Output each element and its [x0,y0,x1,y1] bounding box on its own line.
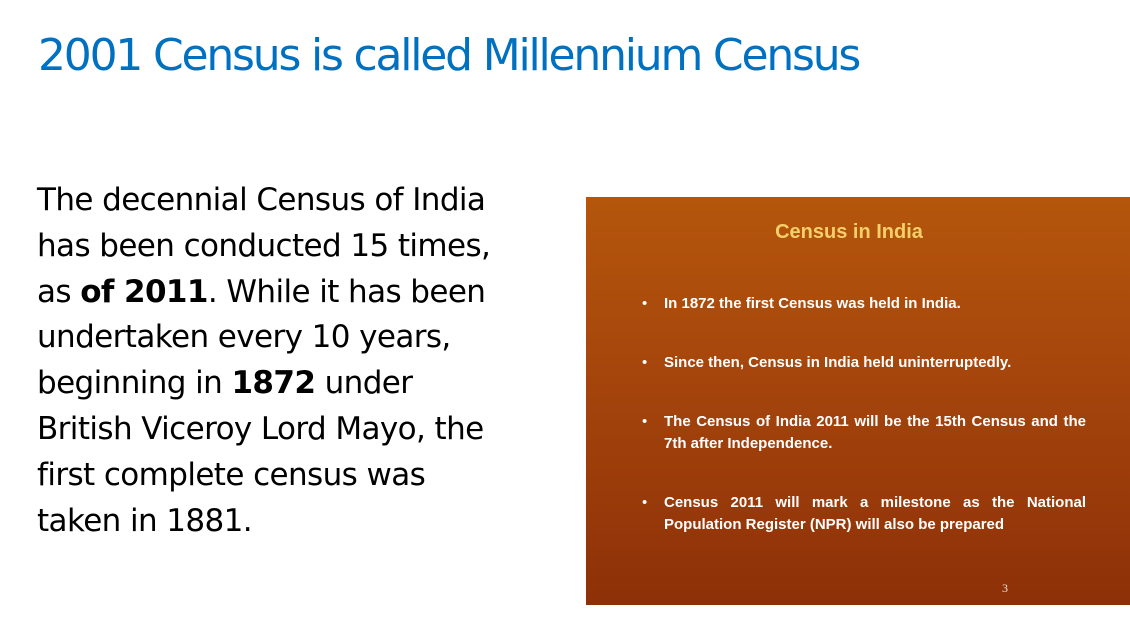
body-text-segment: as [37,273,81,310]
panel-page-number: 3 [1002,581,1008,595]
body-line: has been conducted 15 times, [37,227,491,264]
panel-bullet-item: Census 2011 will mark a milestone as the… [642,492,1086,536]
body-text-segment: beginning in [37,365,232,402]
slide-title: 2001 Census is called Millennium Census [38,30,861,81]
body-text-segment: . While it has been [207,273,486,310]
body-line: taken in 1881. [37,502,253,539]
panel-bullet-item: The Census of India 2011 will be the 15t… [642,411,1086,455]
body-bold-year: of 2011 [80,273,208,310]
panel-bullet-list: In 1872 the first Census was held in Ind… [642,293,1086,536]
body-line: beginning in 1872 under [37,361,577,407]
body-line: undertaken every 10 years, [37,319,451,356]
body-line: British Viceroy Lord Mayo, the [37,410,484,447]
census-in-india-slide-image: Census in India In 1872 the first Census… [586,197,1130,605]
panel-title: Census in India [775,221,923,243]
body-line: The decennial Census of India [37,182,486,218]
panel-bullet-item: In 1872 the first Census was held in Ind… [642,293,1086,315]
body-paragraph: The decennial Census of India has been c… [37,178,577,544]
body-text-segment: under [315,365,413,402]
body-line: as of 2011. While it has been [37,270,577,316]
body-bold-year: 1872 [231,365,316,402]
body-line: first complete census was [37,456,426,493]
panel-bullet-item: Since then, Census in India held uninter… [642,352,1086,374]
